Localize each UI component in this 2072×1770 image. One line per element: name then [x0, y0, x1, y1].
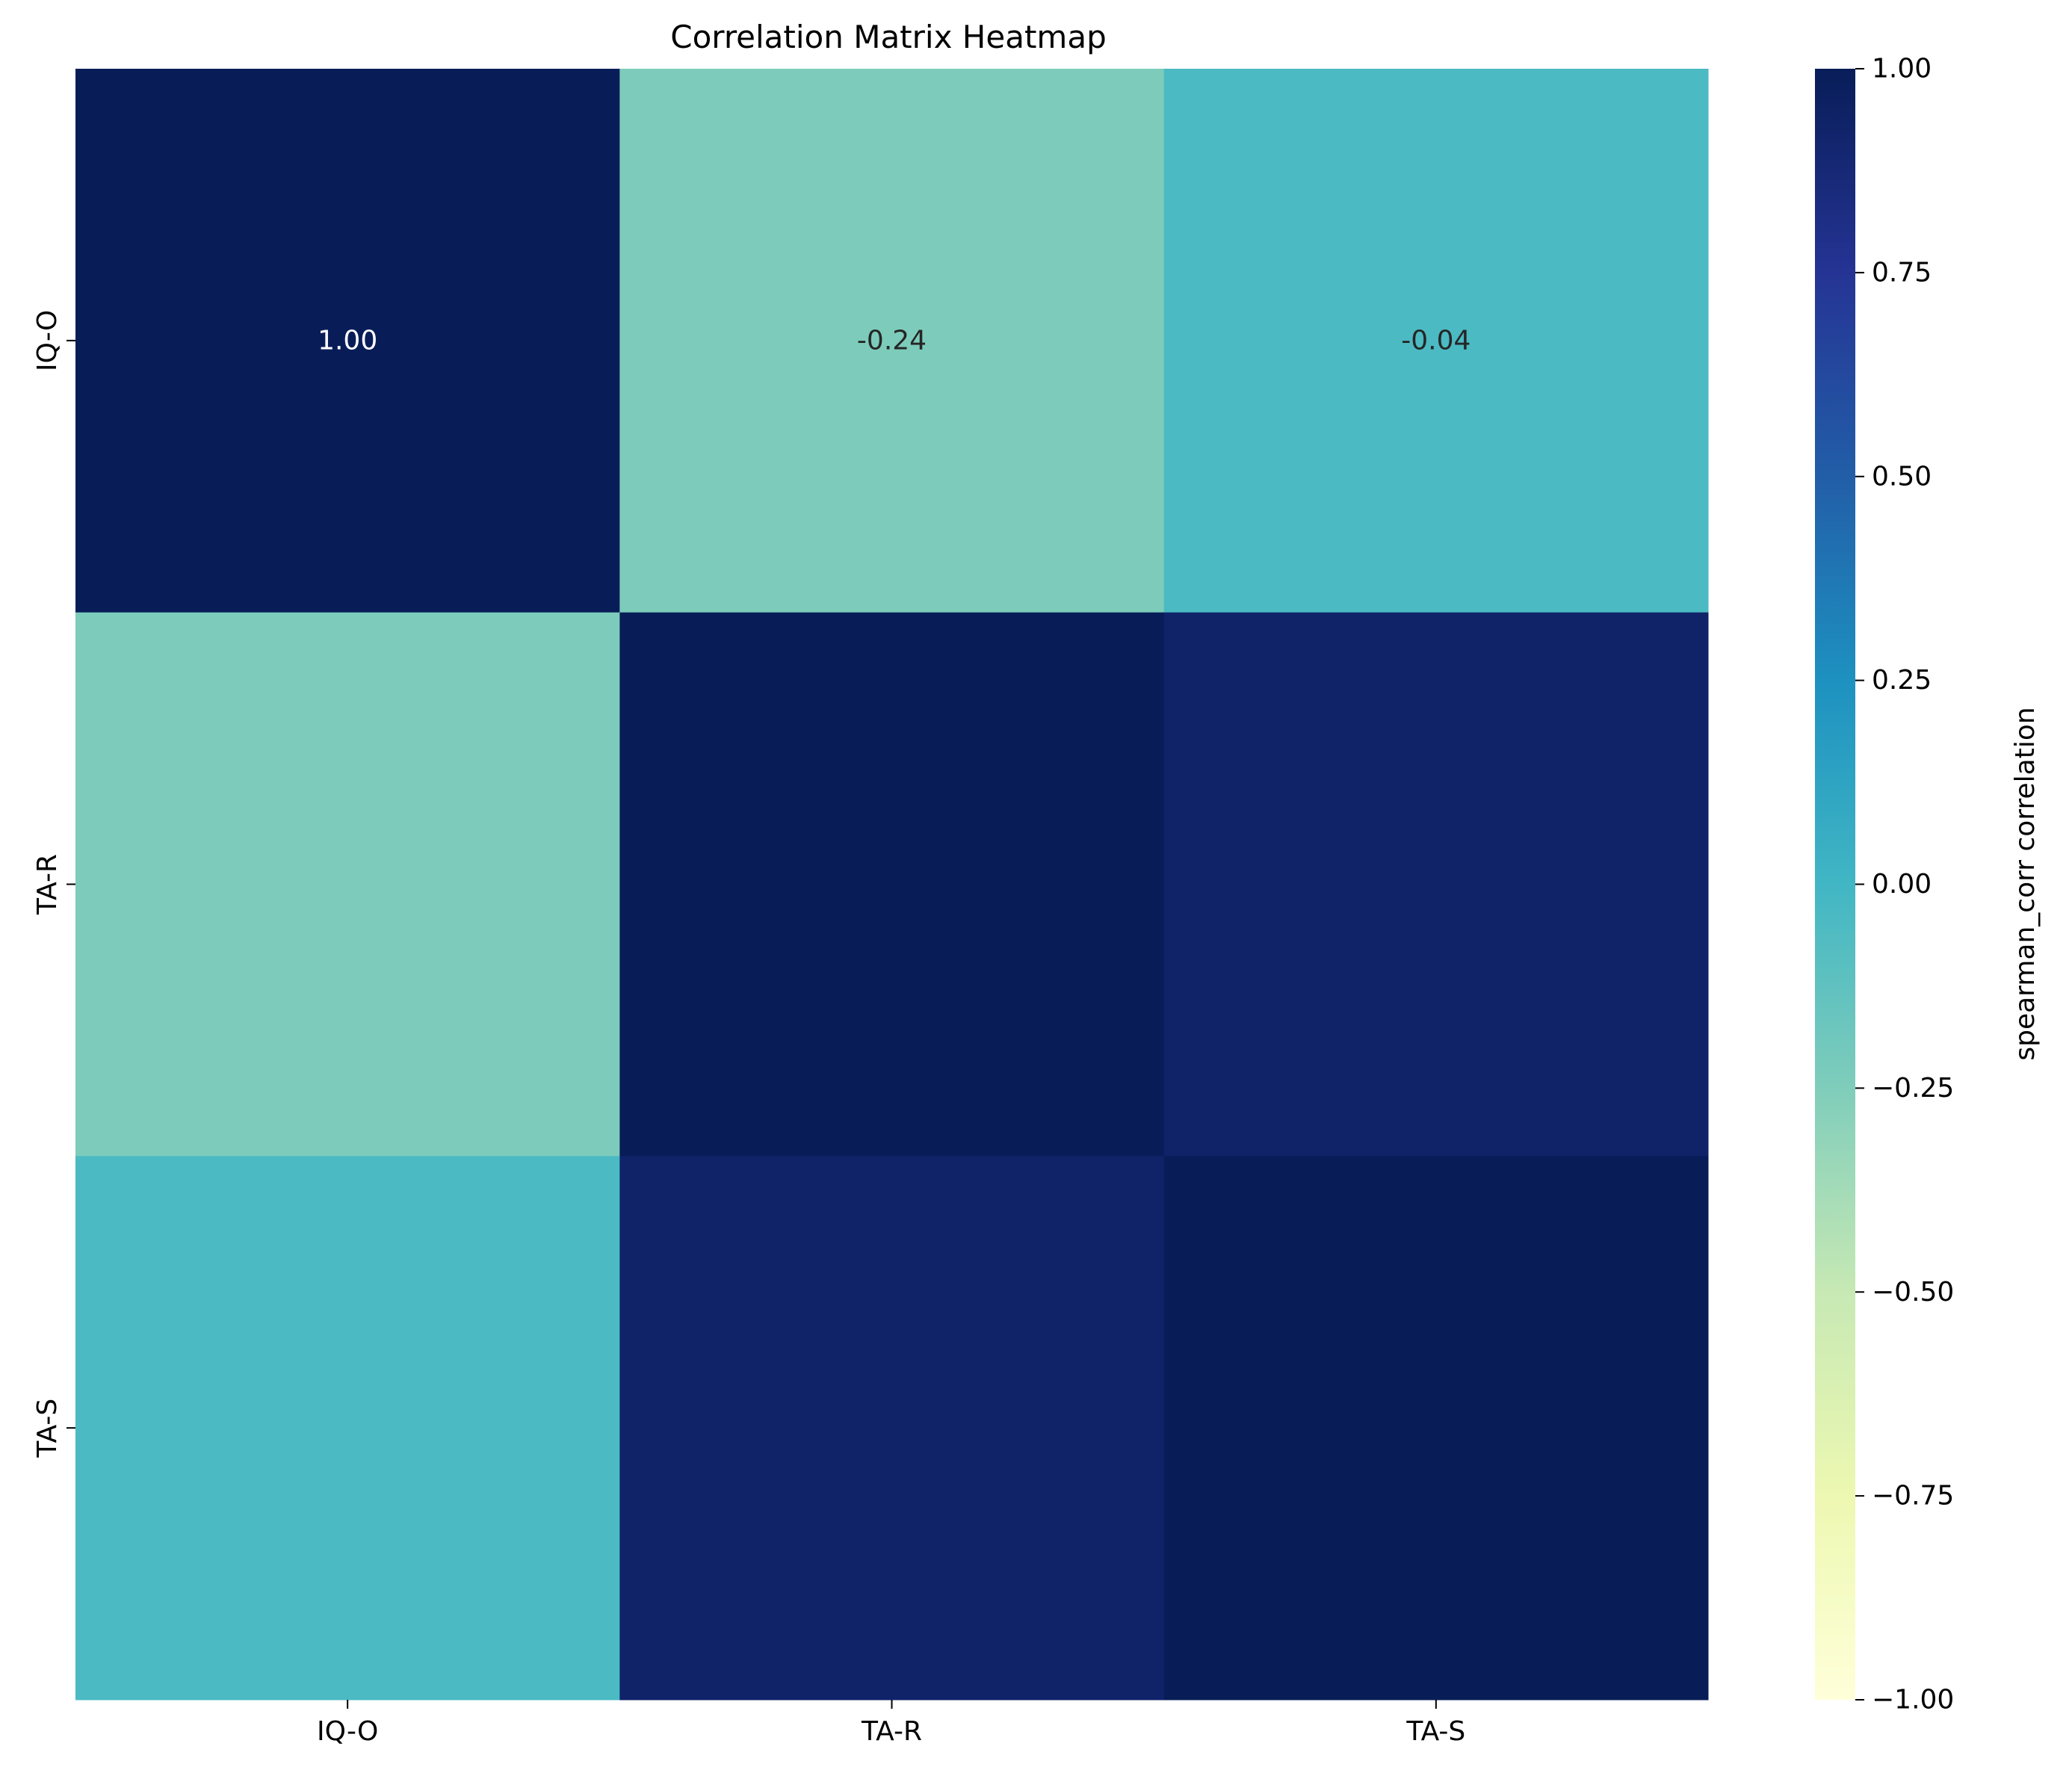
heatmap-cell [1163, 1156, 1709, 1701]
x-axis: IQ-O TA-R TA-S [317, 1700, 1465, 1747]
heatmap-cell [619, 1156, 1165, 1701]
colorbar-tick-label: 0.25 [1872, 665, 1932, 696]
colorbar-tick-label: −0.25 [1872, 1073, 1954, 1104]
x-tick-label: TA-R [861, 1716, 922, 1747]
y-tick-label: IQ-O [32, 310, 63, 371]
chart-title: Correlation Matrix Heatmap [670, 19, 1106, 55]
colorbar-tick-label: −0.75 [1872, 1481, 1954, 1511]
colorbar-ticks: 1.00 0.75 0.50 0.25 0.00 −0.25 −0.50 −0.75 −1.00 [1855, 54, 1954, 1715]
colorbar-tick-label: 0.75 [1872, 257, 1932, 288]
heatmap-cells [75, 69, 1709, 1701]
heatmap-cell [619, 69, 1165, 613]
heatmap-cell [619, 612, 1165, 1157]
colorbar-tick-label: 0.50 [1872, 461, 1932, 492]
heatmap-cell [75, 69, 620, 613]
cell-annotation: 1.00 [318, 325, 377, 356]
y-tick-label: TA-R [32, 854, 63, 915]
colorbar-tick-label: −1.00 [1872, 1685, 1954, 1715]
heatmap-cell [75, 612, 620, 1157]
cell-annotation: -0.24 [857, 325, 927, 356]
x-tick-label: TA-S [1405, 1716, 1465, 1747]
colorbar-tick-label: 1.00 [1872, 54, 1932, 84]
heatmap-cell [75, 1156, 620, 1701]
x-tick-label: IQ-O [317, 1716, 378, 1747]
heatmap-cell [1163, 69, 1709, 613]
cell-annotation: -0.04 [1401, 325, 1470, 356]
cell-annotations: 1.00 -0.24 -0.04 [318, 325, 1470, 356]
y-tick-label: TA-S [32, 1399, 63, 1458]
colorbar-label: spearman_corr correlation [2010, 707, 2041, 1060]
heatmap-cell [1163, 612, 1709, 1157]
y-axis: IQ-O TA-R TA-S [32, 310, 75, 1458]
colorbar-tick-label: 0.00 [1872, 869, 1932, 900]
colorbar-tick-label: −0.50 [1872, 1277, 1954, 1308]
colorbar [1815, 69, 1855, 1700]
